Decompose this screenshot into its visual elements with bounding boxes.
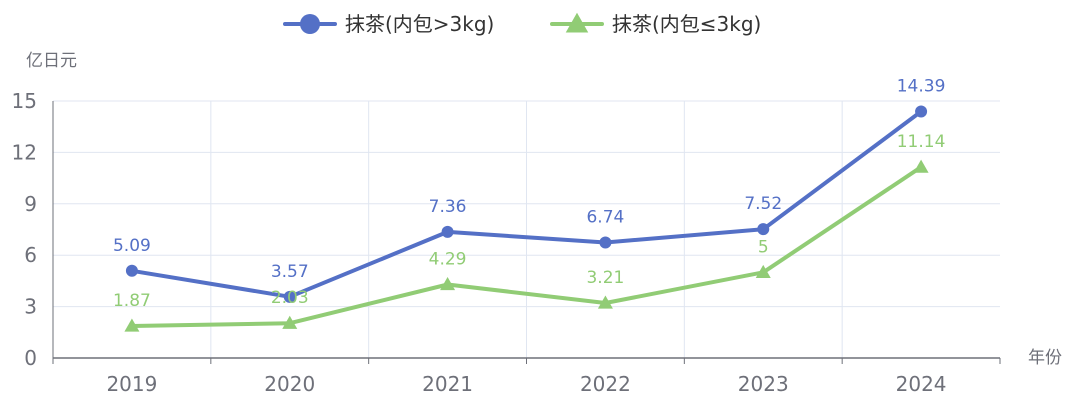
data-label-1: 4.29 bbox=[429, 249, 467, 269]
data-label-0: 3.57 bbox=[271, 262, 309, 282]
x-tick-label: 2020 bbox=[264, 372, 315, 396]
series-line-1 bbox=[129, 165, 924, 328]
legend-marker-icon bbox=[565, 12, 589, 33]
y-tick-label: 12 bbox=[12, 140, 37, 164]
data-point-0 bbox=[915, 105, 928, 118]
y-tick-label: 0 bbox=[24, 346, 37, 370]
data-label-1: 5 bbox=[758, 237, 769, 257]
data-label-1: 2.03 bbox=[271, 288, 309, 308]
x-tick-label: 2023 bbox=[738, 372, 789, 396]
y-tick-label: 3 bbox=[24, 295, 37, 319]
x-tick-label: 2019 bbox=[106, 372, 157, 396]
data-point-1 bbox=[282, 315, 298, 329]
data-label-0: 5.09 bbox=[113, 236, 151, 256]
legend[interactable]: 抹茶(内包>3kg) 抹茶(内包≤3kg) bbox=[283, 12, 761, 36]
grid-lines bbox=[53, 100, 1000, 358]
data-label-1: 11.14 bbox=[897, 132, 946, 152]
data-label-0: 7.52 bbox=[744, 194, 782, 214]
legend-label: 抹茶(内包≤3kg) bbox=[612, 12, 761, 36]
data-labels: 1.87 2.03 4.29 3.21 5 11.14 5.09 3.57 7.36 6.74 7.… bbox=[113, 76, 945, 311]
legend-item-0[interactable]: 抹茶(内包>3kg) bbox=[283, 12, 494, 36]
y-tick-label: 6 bbox=[24, 243, 37, 267]
x-tick-label: 2021 bbox=[422, 372, 473, 396]
data-label-1: 1.87 bbox=[113, 291, 151, 311]
y-tick-label: 15 bbox=[12, 89, 37, 113]
y-tick-label: 9 bbox=[24, 192, 37, 216]
data-label-0: 14.39 bbox=[897, 76, 946, 96]
data-point-0 bbox=[283, 290, 296, 303]
data-label-0: 7.36 bbox=[429, 197, 467, 217]
data-point-1 bbox=[755, 264, 771, 278]
data-point-0 bbox=[757, 223, 770, 236]
data-point-0 bbox=[599, 236, 612, 249]
data-point-0 bbox=[125, 264, 138, 277]
data-point-1 bbox=[124, 318, 140, 332]
data-point-1 bbox=[597, 295, 613, 309]
data-label-1: 3.21 bbox=[586, 268, 624, 288]
series-line-0 bbox=[129, 109, 924, 299]
x-tick-label: 2024 bbox=[896, 372, 947, 396]
legend-marker-icon bbox=[300, 14, 320, 34]
data-label-0: 6.74 bbox=[586, 208, 624, 228]
legend-item-1[interactable]: 抹茶(内包≤3kg) bbox=[550, 12, 761, 36]
data-point-1 bbox=[440, 276, 456, 291]
data-point-0 bbox=[441, 225, 454, 238]
x-tick-label: 2022 bbox=[580, 372, 631, 396]
y-axis-label: 亿日元 bbox=[26, 51, 77, 71]
x-axis-label: 年份 bbox=[1028, 348, 1062, 368]
legend-label: 抹茶(内包>3kg) bbox=[345, 12, 494, 36]
data-point-1 bbox=[913, 159, 929, 173]
series-lines bbox=[124, 105, 929, 332]
